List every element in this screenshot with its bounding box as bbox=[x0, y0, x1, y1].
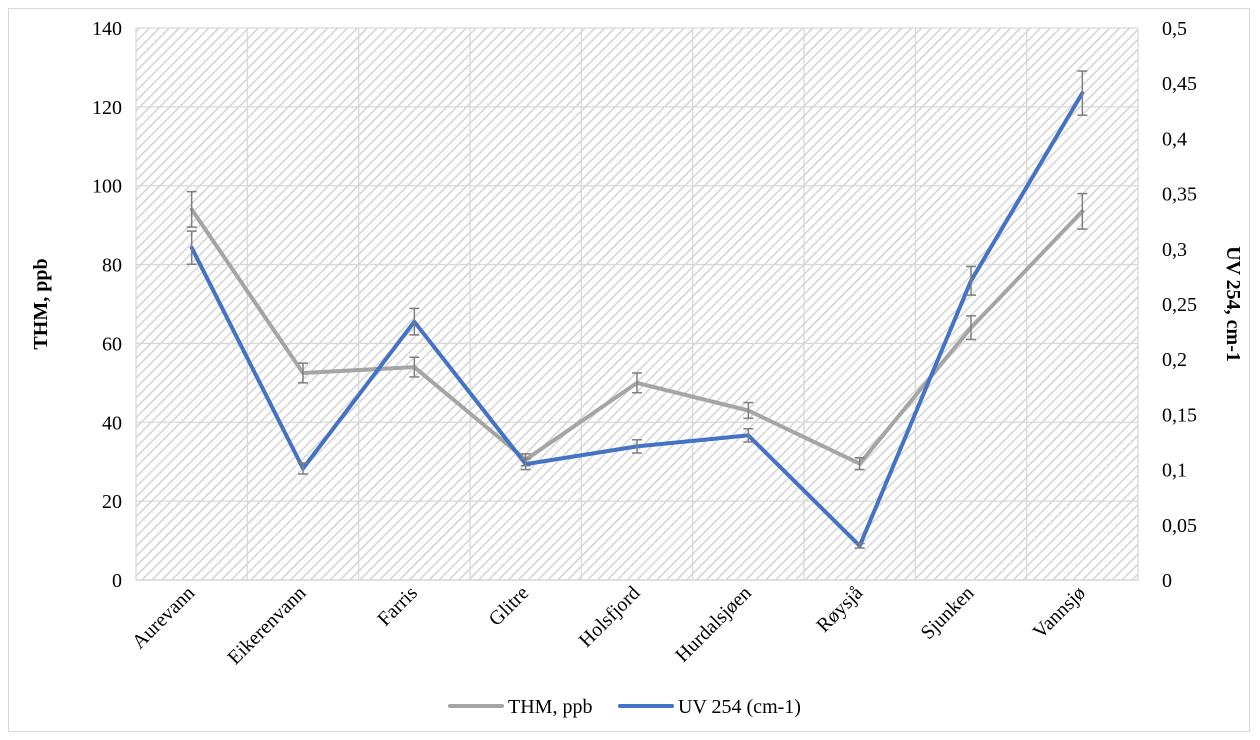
legend-item: UV 254 (cm-1) bbox=[618, 696, 801, 718]
error-bar bbox=[186, 230, 197, 266]
error-bar bbox=[854, 542, 865, 549]
right-axis-title: UV 254, cm-1 bbox=[1222, 246, 1244, 362]
error-bar bbox=[1077, 70, 1088, 116]
legend-label: THM, ppb bbox=[508, 696, 592, 718]
right-axis-tick-label: 0 bbox=[1162, 570, 1172, 592]
left-axis-tick-label: 80 bbox=[102, 255, 122, 277]
left-axis-tick-label: 60 bbox=[102, 333, 122, 355]
error-bar bbox=[298, 362, 308, 384]
x-axis-category-label: Holsfjord bbox=[575, 582, 645, 652]
error-bar bbox=[632, 439, 642, 454]
error-bar bbox=[409, 307, 420, 336]
chart-frame: 0 20 40 60 80 100 120 140 0 0,05 0,1 0,15 0,2 0,25 0,3… bbox=[8, 8, 1250, 732]
x-axis-category-label: Hurdalsjøen bbox=[671, 582, 756, 667]
line-chart: 0 20 40 60 80 100 120 140 0 0,05 0,1 0,15 0,2 0,25 0,3… bbox=[30, 18, 1244, 718]
x-axis-category-label: Sjunken bbox=[917, 582, 979, 644]
left-axis-tick-label: 0 bbox=[112, 570, 122, 592]
left-axis-tick-label: 120 bbox=[92, 97, 122, 119]
right-axis-tick-label: 0,25 bbox=[1162, 294, 1197, 316]
error-bar bbox=[298, 462, 308, 475]
right-axis-tick-label: 0,5 bbox=[1162, 18, 1187, 40]
error-bar bbox=[743, 401, 754, 420]
right-axis-tick-label: 0,05 bbox=[1162, 515, 1197, 537]
left-axis-tick-label: 20 bbox=[102, 491, 122, 513]
x-axis-category-label: Vannsjø bbox=[1029, 582, 1090, 643]
x-axis-category-label: Røysjå bbox=[812, 582, 867, 637]
x-axis-category-label: Eikerenvann bbox=[224, 582, 311, 669]
right-axis-tick-label: 0,45 bbox=[1162, 73, 1197, 95]
x-axis-category-label: Aurevann bbox=[128, 582, 199, 653]
error-bar bbox=[186, 190, 197, 228]
x-axis-category-label: Glitre bbox=[485, 582, 534, 631]
left-axis-tick-label: 140 bbox=[92, 18, 122, 40]
error-bar bbox=[520, 457, 531, 471]
error-bar bbox=[966, 265, 976, 296]
right-axis-tick-label: 0,4 bbox=[1162, 128, 1187, 150]
left-axis-tick-label: 40 bbox=[102, 412, 122, 434]
right-axis-tick-label: 0,3 bbox=[1162, 239, 1187, 261]
right-axis-tick-label: 0,2 bbox=[1162, 349, 1187, 371]
error-bar bbox=[632, 372, 642, 394]
error-bar bbox=[966, 315, 976, 341]
error-bar bbox=[854, 457, 865, 471]
error-bar bbox=[743, 428, 754, 443]
right-axis-tick-label: 0,15 bbox=[1162, 404, 1197, 426]
left-axis-title: THM, ppb bbox=[30, 258, 52, 349]
legend-item: THM, ppb bbox=[448, 696, 592, 718]
legend-label: UV 254 (cm-1) bbox=[678, 696, 801, 718]
right-axis-tick-label: 0,35 bbox=[1162, 184, 1197, 206]
error-bar bbox=[1077, 192, 1088, 230]
plot-area bbox=[136, 28, 1138, 580]
left-axis-tick-label: 100 bbox=[92, 176, 122, 198]
error-bar bbox=[409, 356, 420, 378]
x-axis-category-label: Farris bbox=[373, 582, 422, 631]
right-axis-tick-label: 0,1 bbox=[1162, 460, 1187, 482]
